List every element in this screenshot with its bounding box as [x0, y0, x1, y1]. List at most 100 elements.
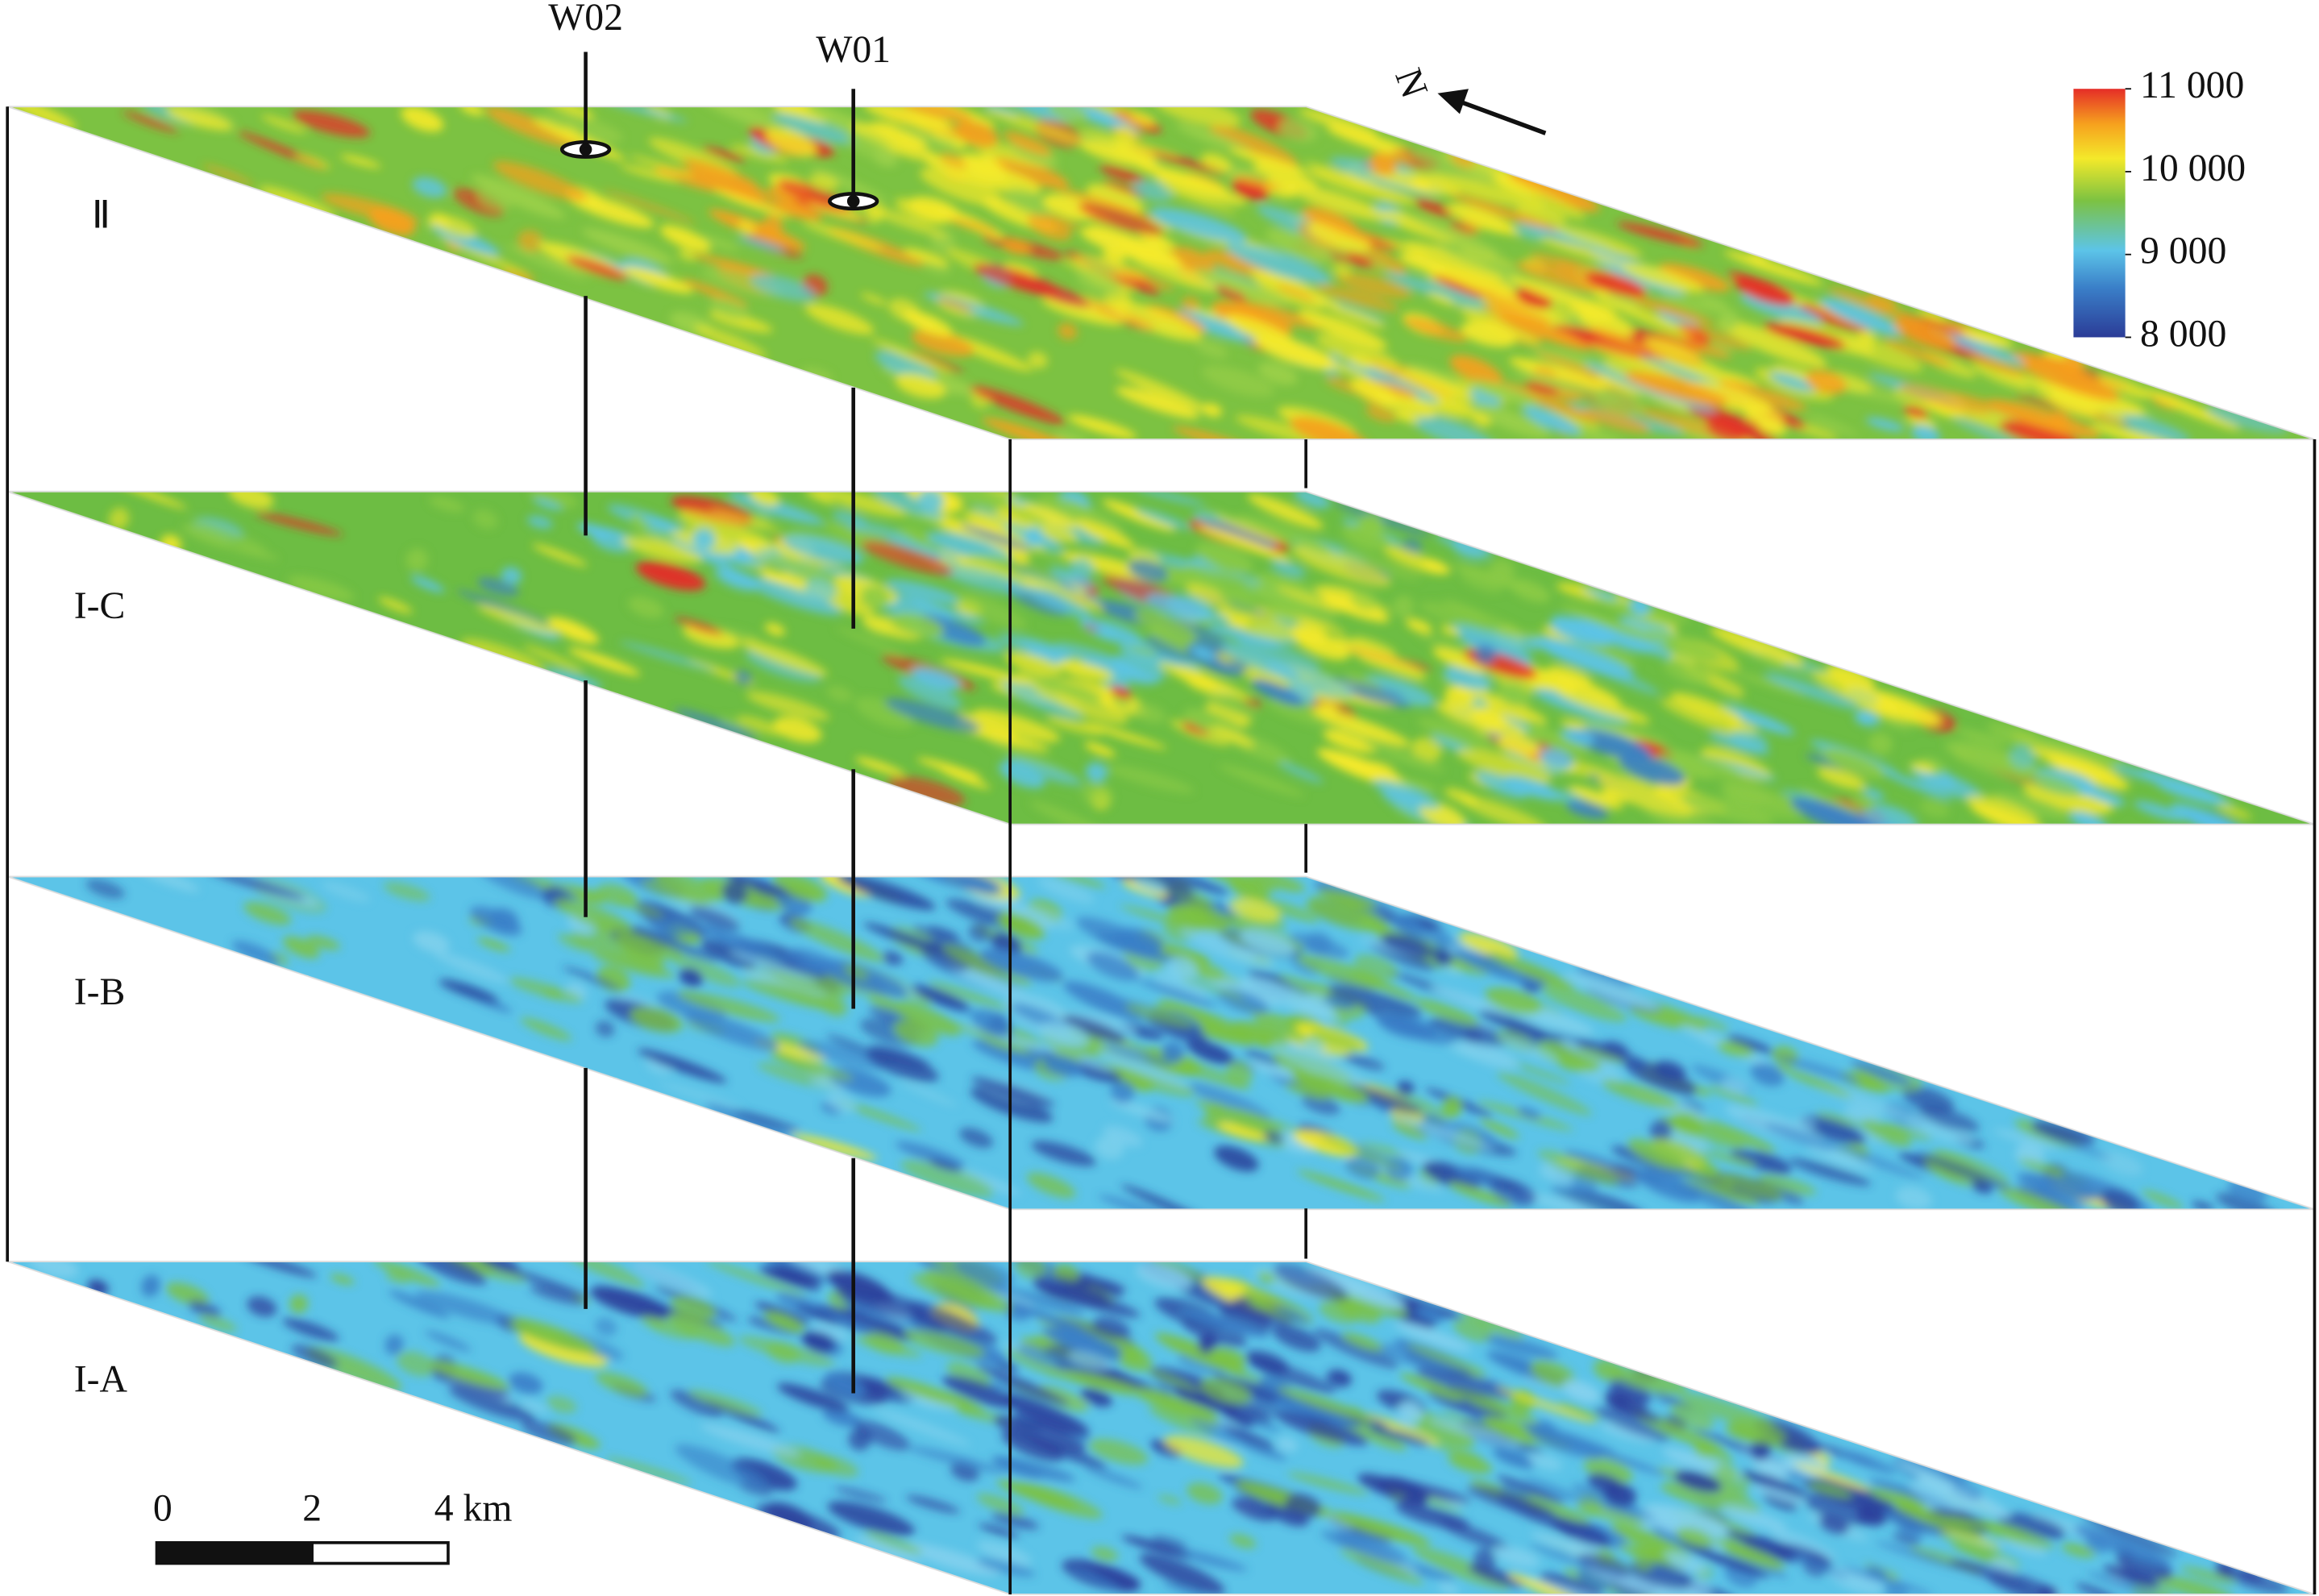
texture-blob — [1670, 1403, 1714, 1430]
texture-blob — [1472, 413, 1491, 426]
texture-blob — [2153, 1575, 2235, 1594]
texture-blob — [1789, 1158, 1872, 1187]
texture-blob — [1862, 804, 1918, 825]
texture-blob — [1644, 343, 1740, 388]
texture-blob — [1876, 1541, 1967, 1571]
texture-blob — [640, 879, 711, 905]
texture-blob — [742, 979, 842, 1012]
texture-blob — [810, 166, 888, 202]
texture-blob — [1535, 637, 1635, 680]
texture-blob — [1249, 876, 1306, 892]
texture-blob — [1357, 1473, 1407, 1497]
texture-blob — [378, 596, 413, 613]
texture-blob — [1901, 1086, 1955, 1113]
texture-blob — [1528, 1453, 1563, 1470]
texture-blob — [935, 563, 1030, 596]
texture-blob — [605, 1457, 692, 1484]
texture-blob — [731, 1458, 797, 1491]
texture-blob — [1440, 626, 1461, 636]
texture-blob — [1813, 671, 1900, 713]
texture-blob — [554, 898, 634, 934]
texture-blob — [1594, 293, 1694, 339]
texture-blob — [1507, 1060, 1571, 1085]
texture-blob — [1398, 1401, 1423, 1424]
texture-blob — [1721, 372, 1760, 387]
texture-blob — [1276, 586, 1344, 613]
texture-blob — [231, 941, 281, 966]
texture-blob — [562, 966, 621, 991]
texture-blob — [388, 1290, 451, 1319]
texture-blob — [1498, 313, 1591, 351]
texture-blob — [949, 966, 1033, 1001]
texture-blob — [2100, 1150, 2143, 1176]
texture-blob — [291, 1344, 339, 1369]
texture-blob — [1344, 672, 1367, 684]
texture-blob — [772, 106, 833, 123]
north-arrow: N — [1386, 63, 1547, 135]
texture-blob — [459, 106, 484, 116]
texture-blob — [954, 1261, 1014, 1286]
texture-blob — [1883, 1123, 1932, 1141]
texture-blob — [674, 617, 723, 635]
texture-blob — [2141, 1190, 2184, 1209]
texture-blob — [1291, 1071, 1369, 1103]
texture-blob — [1217, 1122, 1270, 1141]
texture-blob — [1459, 570, 1503, 593]
texture-blob — [1556, 689, 1651, 724]
texture-blob — [900, 1159, 995, 1198]
texture-blob — [835, 626, 904, 655]
texture-blob — [1186, 584, 1232, 608]
texture-blob — [1029, 800, 1106, 825]
texture-blob — [1405, 213, 1503, 256]
texture-blob — [546, 1396, 577, 1414]
texture-blob — [1474, 644, 1496, 665]
texture-blob — [1426, 264, 1515, 294]
texture-blob — [893, 127, 958, 150]
texture-blob — [910, 601, 985, 625]
scale-label: 0 — [153, 1486, 172, 1529]
texture-blob — [1085, 1278, 1127, 1292]
texture-blob — [684, 1011, 780, 1051]
colorbar-label: 9 000 — [2140, 230, 2226, 272]
texture-blob — [122, 110, 179, 133]
texture-blob — [1242, 976, 1339, 1021]
texture-blob — [1228, 659, 1249, 671]
texture-blob — [1961, 329, 2014, 347]
texture-blob — [1406, 618, 1433, 634]
texture-blob — [1591, 327, 1649, 352]
texture-blob — [1057, 188, 1152, 220]
texture-blob — [1081, 721, 1167, 750]
texture-blob — [1868, 1487, 1926, 1510]
texture-blob — [1154, 106, 1241, 127]
texture-blob — [1096, 1049, 1190, 1089]
texture-blob — [1706, 416, 1748, 440]
texture-blob — [203, 876, 305, 900]
texture-blob — [2156, 780, 2224, 804]
texture-blob — [1916, 1152, 2011, 1191]
texture-blob — [1007, 505, 1048, 526]
texture-blob — [566, 256, 630, 281]
texture-blob — [865, 1332, 905, 1354]
texture-blob — [1066, 1565, 1121, 1590]
texture-blob — [1396, 1080, 1415, 1095]
texture-blob — [1344, 687, 1412, 708]
texture-blob — [1616, 222, 1704, 247]
texture-blob — [772, 113, 858, 146]
texture-blob — [1080, 258, 1119, 273]
texture-blob — [1730, 1149, 1792, 1174]
texture-blob — [1332, 263, 1352, 277]
texture-blob — [239, 1261, 318, 1278]
texture-blob — [792, 1133, 878, 1160]
texture-blob — [1769, 372, 1816, 393]
texture-blob — [1138, 215, 1173, 233]
texture-blob — [181, 524, 234, 548]
texture-blob — [1581, 407, 1651, 433]
texture-blob — [893, 1001, 961, 1036]
texture-blob — [2032, 737, 2125, 766]
texture-blob — [970, 1077, 1055, 1107]
texture-blob — [1141, 231, 1177, 251]
texture-blob — [1599, 1422, 1656, 1443]
texture-blob — [1972, 1181, 1993, 1194]
texture-blob — [928, 926, 961, 939]
texture-blob — [709, 297, 749, 320]
